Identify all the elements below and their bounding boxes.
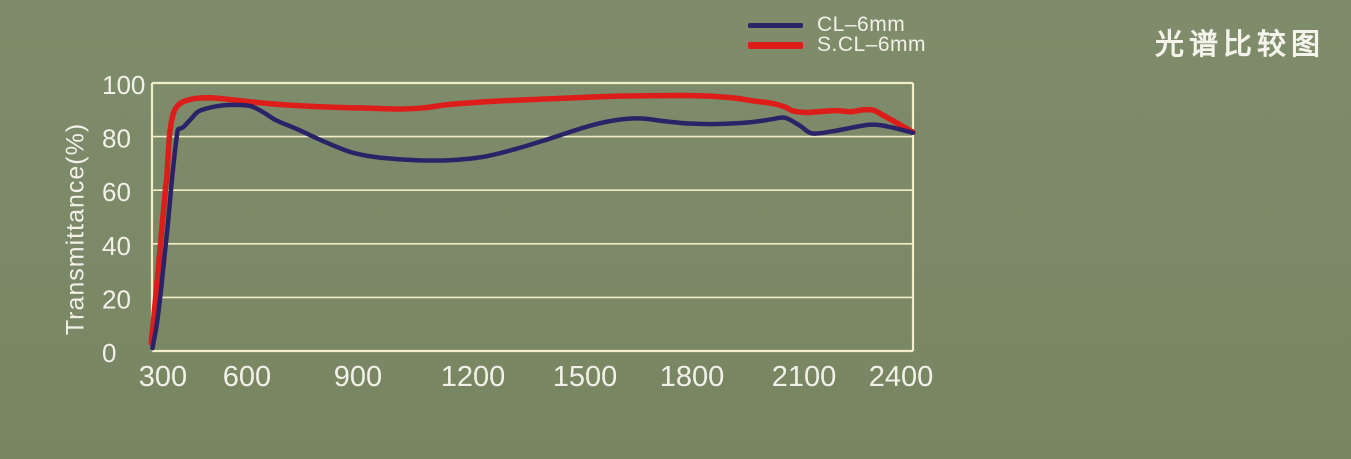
legend-label: CL–6mm [817,13,906,36]
x-tick-label: 1200 [441,361,506,393]
x-tick-label: 1500 [553,361,618,393]
y-tick-label: 60 [102,177,131,207]
x-tick-label: 600 [223,361,271,393]
y-tick-label: 0 [102,338,116,368]
y-axis-title: Transmittance(%) [61,122,90,336]
chart-legend: CL–6mm S.CL–6mm [748,13,927,56]
x-tick-label: 1800 [660,361,725,393]
y-tick-label: 100 [102,70,145,100]
legend-item: CL–6mm [748,13,926,36]
x-tick-label: 2100 [772,361,837,393]
y-tick-label: 40 [102,231,131,261]
x-tick-label: 2400 [869,361,934,393]
y-tick-label: 80 [102,124,131,154]
legend-line-swatch-cl [748,22,803,28]
legend-label: S.CL–6mm [817,33,927,56]
chart-title: 光谱比较图 [1155,29,1326,61]
x-tick-label: 300 [139,361,187,393]
series-line-s-cl-6mm [148,92,916,346]
series-line-cl-6mm [150,102,916,351]
legend-line-swatch-scl [748,41,803,49]
x-tick-label: 900 [334,361,382,393]
legend-item: S.CL–6mm [748,33,927,56]
y-tick-label: 20 [102,284,131,314]
